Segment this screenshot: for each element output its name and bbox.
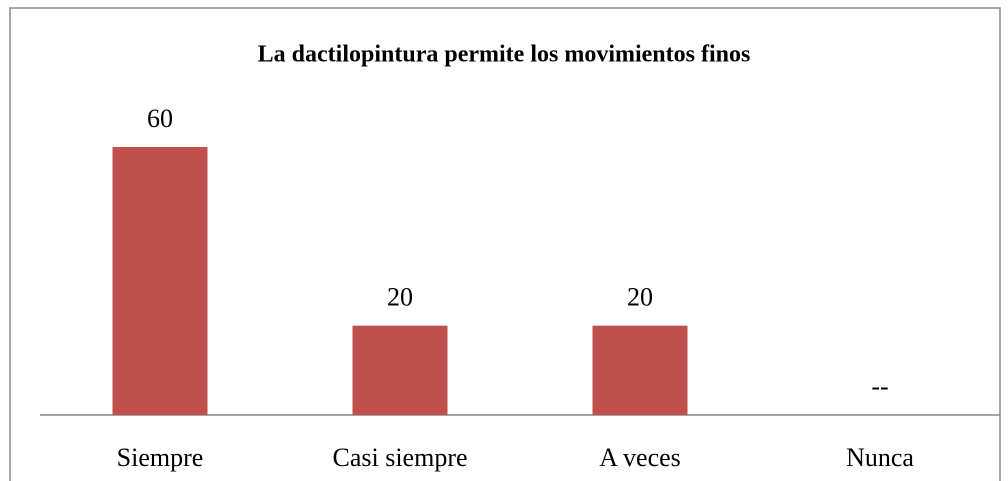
x-tick-label: Nunca bbox=[846, 443, 914, 472]
bar bbox=[352, 325, 448, 415]
x-tick-label: A veces bbox=[599, 443, 681, 472]
bar bbox=[112, 147, 208, 415]
value-label: 60 bbox=[147, 104, 173, 133]
value-label: 20 bbox=[387, 283, 413, 312]
chart-title: La dactilopintura permite los movimiento… bbox=[258, 42, 751, 68]
bar bbox=[592, 325, 688, 415]
value-label: -- bbox=[871, 372, 888, 401]
x-tick-label: Siempre bbox=[117, 443, 204, 472]
value-label: 20 bbox=[627, 283, 653, 312]
x-tick-label: Casi siempre bbox=[332, 443, 467, 472]
